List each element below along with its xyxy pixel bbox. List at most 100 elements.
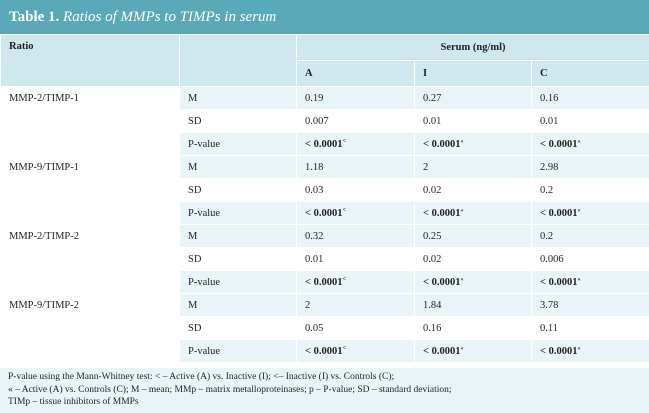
value-cell: < 0.0001« [414,339,532,363]
stat-label-cell: P-value [179,339,297,363]
value-text: < 0.0001 [540,345,578,357]
significance-mark: « [460,345,464,351]
value-cell: 0.01 [414,109,532,133]
value-text: 0.01 [423,115,442,127]
stat-label-cell: SD [179,247,297,271]
value-text: < 0.0001 [423,345,461,357]
value-text: 0.27 [423,92,442,104]
value-cell: 0.2 [530,178,649,202]
value-cell: < 0.0001< [296,201,415,225]
value-text: 0.02 [423,184,442,196]
significance-mark: < [342,138,346,144]
value-text: 0.02 [423,253,442,265]
value-text: 0.01 [305,253,324,265]
value-text: < 0.0001 [305,207,343,219]
stat-label-cell: P-value [179,132,297,156]
footnote-line: P-value using the Mann-Whitney test: < –… [8,372,395,382]
significance-mark: < [342,345,346,351]
value-cell: 0.006 [530,247,649,271]
value-text: 0.16 [540,92,559,104]
value-text: 0.25 [423,230,442,242]
column-header-c: C [530,60,649,87]
value-cell: 1.18 [296,155,415,179]
value-cell: 0.02 [414,178,532,202]
value-text: 0.2 [540,184,554,196]
significance-mark: < [342,276,346,282]
table-title: Table 1. Ratios of MMPs to TIMPs in seru… [0,0,649,34]
significance-mark: « [577,345,581,351]
value-text: < 0.0001 [540,138,578,150]
table-title-label: Table 1. [9,9,60,25]
footnote-line: « – Active (A) vs. Controls (C); M – mea… [8,384,452,395]
table-row: MMP-9/TIMP-1 M 1.18 2 2.98 [0,155,649,225]
value-text: < 0.0001 [540,276,578,288]
value-cell: < 0.0001« [530,339,649,363]
value-text: 0.05 [305,322,324,334]
value-cell: 0.16 [414,316,532,340]
value-cell: 0.11 [530,316,649,340]
header-row: Ratio Serum (ng/ml) [0,34,649,87]
value-cell: 0.05 [296,316,415,340]
value-text: 1.84 [423,299,442,311]
value-text: < 0.0001 [423,207,461,219]
value-text: < 0.0001 [423,276,461,288]
value-cell: < 0.0001« [530,201,649,225]
stat-label-cell: SD [179,178,297,202]
value-text: < 0.0001 [423,138,461,150]
significance-mark: « [460,138,464,144]
value-text: 2 [305,299,311,311]
stat-label-cell: P-value [179,201,297,225]
value-cell: 0.03 [296,178,415,202]
value-text: 0.11 [540,322,558,334]
value-cell: 0.16 [530,86,649,110]
value-text: 0.32 [305,230,324,242]
table-title-text: Ratios of MMPs to TIMPs in serum [63,9,277,25]
significance-mark: « [460,207,464,213]
value-text: < 0.0001 [305,276,343,288]
value-cell: < 0.0001< [296,132,415,156]
value-text: 2 [423,161,429,173]
value-cell: < 0.0001« [414,270,532,294]
value-text: 0.16 [423,322,442,334]
column-header-i: I [414,60,532,87]
value-text: 0.007 [305,115,329,127]
value-cell: < 0.0001« [530,132,649,156]
stat-label-cell: P-value [179,270,297,294]
value-cell: < 0.0001« [414,132,532,156]
value-cell: 0.007 [296,109,415,133]
ratio-name-cell: MMP-9/TIMP-2 [0,293,180,363]
value-cell: < 0.0001< [296,270,415,294]
ratio-name-cell: MMP-2/TIMP-2 [0,224,180,294]
significance-mark: < [342,207,346,213]
value-cell: 2.98 [530,155,649,179]
value-cell: 3.78 [530,293,649,317]
value-text: 2.98 [540,161,559,173]
serum-header: Serum (ng/ml) [295,34,649,61]
footnote-line: TIMp – tissue inhibitors of MMPs [8,397,139,407]
ratio-header: Ratio [0,34,180,87]
table-row: MMP-2/TIMP-1 M 0.19 0.27 0.16 [0,86,649,156]
stat-label-cell: M [179,155,297,179]
value-cell: 0.01 [296,247,415,271]
value-text: 0.03 [305,184,324,196]
value-text: 1.18 [305,161,324,173]
value-cell: 2 [414,155,532,179]
stat-label-cell: SD [179,316,297,340]
value-cell: 0.19 [296,86,415,110]
value-cell: 0.27 [414,86,532,110]
value-cell: < 0.0001< [296,339,415,363]
stat-label-cell: M [179,293,297,317]
significance-mark: « [460,276,464,282]
value-text: 0.006 [540,253,564,265]
value-cell: 0.32 [296,224,415,248]
value-cell: 0.25 [414,224,532,248]
ratio-name-cell: MMP-2/TIMP-1 [0,86,180,156]
significance-mark: « [577,276,581,282]
stat-label-cell: M [179,86,297,110]
value-text: 3.78 [540,299,559,311]
value-text: 0.19 [305,92,324,104]
stat-header [179,34,297,87]
table-row: MMP-2/TIMP-2 M 0.32 0.25 0.2 [0,224,649,294]
table-footnote: P-value using the Mann-Whitney test: < –… [0,368,649,413]
